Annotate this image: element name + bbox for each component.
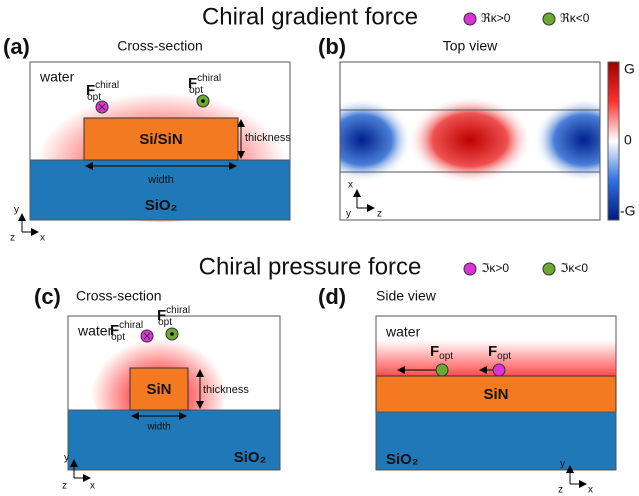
figure: Chiral gradient force ℜκ>0 ℜκ<0 (a) Cros… <box>0 0 639 496</box>
axis-label: z <box>377 209 382 220</box>
substrate-label: SiO₂ <box>234 449 267 466</box>
caption: Top view <box>443 38 498 54</box>
force-marker <box>436 364 448 376</box>
legend-marker <box>464 13 476 25</box>
substrate-label: SiO₂ <box>145 197 178 214</box>
medium-label: water <box>39 69 75 85</box>
caption: Cross-section <box>117 38 203 54</box>
legend-label: ℜκ>0 <box>481 11 511 25</box>
title: Chiral pressure force <box>199 253 422 280</box>
legend-label: ℑκ<0 <box>560 261 588 275</box>
colorbar-label: 0 <box>624 132 632 148</box>
axis-label: y <box>64 453 69 464</box>
core-label: SiN <box>146 381 171 398</box>
axis-label: x <box>90 481 95 492</box>
axis-label: y <box>14 205 19 216</box>
substrate-label: SiO₂ <box>386 451 419 468</box>
colorbar-label: G <box>624 61 635 77</box>
caption: Side view <box>376 288 437 304</box>
core-label: Si/SiN <box>139 131 182 148</box>
dimension-label: thickness <box>245 132 291 144</box>
colorbar-label: -G <box>620 203 636 219</box>
panel-label: (d) <box>318 284 346 309</box>
axis-label: x <box>588 485 593 496</box>
axis-label: z <box>558 485 563 496</box>
dimension-label: width <box>147 174 174 186</box>
panel-label: (a) <box>3 34 30 59</box>
force-marker <box>493 364 505 376</box>
panel-label: (b) <box>318 34 346 59</box>
axis-label: z <box>62 481 67 492</box>
panel-label: (c) <box>34 284 61 309</box>
legend-marker <box>464 263 476 275</box>
legend-marker <box>543 263 555 275</box>
caption: Cross-section <box>76 288 162 304</box>
dimension-label: width <box>146 422 170 433</box>
axis-label: x <box>348 180 353 191</box>
legend-label: ℜκ<0 <box>560 11 590 25</box>
core-label: SiN <box>483 386 508 403</box>
colorbar <box>608 62 619 220</box>
axis-label: y <box>560 459 565 470</box>
axis-label: x <box>40 233 45 244</box>
legend-label: ℑκ>0 <box>481 261 509 275</box>
dot <box>201 99 205 103</box>
dot <box>170 332 174 336</box>
medium-label: water <box>77 323 113 339</box>
field-map <box>312 62 634 220</box>
medium-label: water <box>385 324 421 340</box>
legend-marker <box>543 13 555 25</box>
title: Chiral gradient force <box>202 3 418 30</box>
dimension-label: thickness <box>203 384 249 396</box>
axis-label: z <box>10 233 15 244</box>
axis-label: y <box>346 209 351 220</box>
